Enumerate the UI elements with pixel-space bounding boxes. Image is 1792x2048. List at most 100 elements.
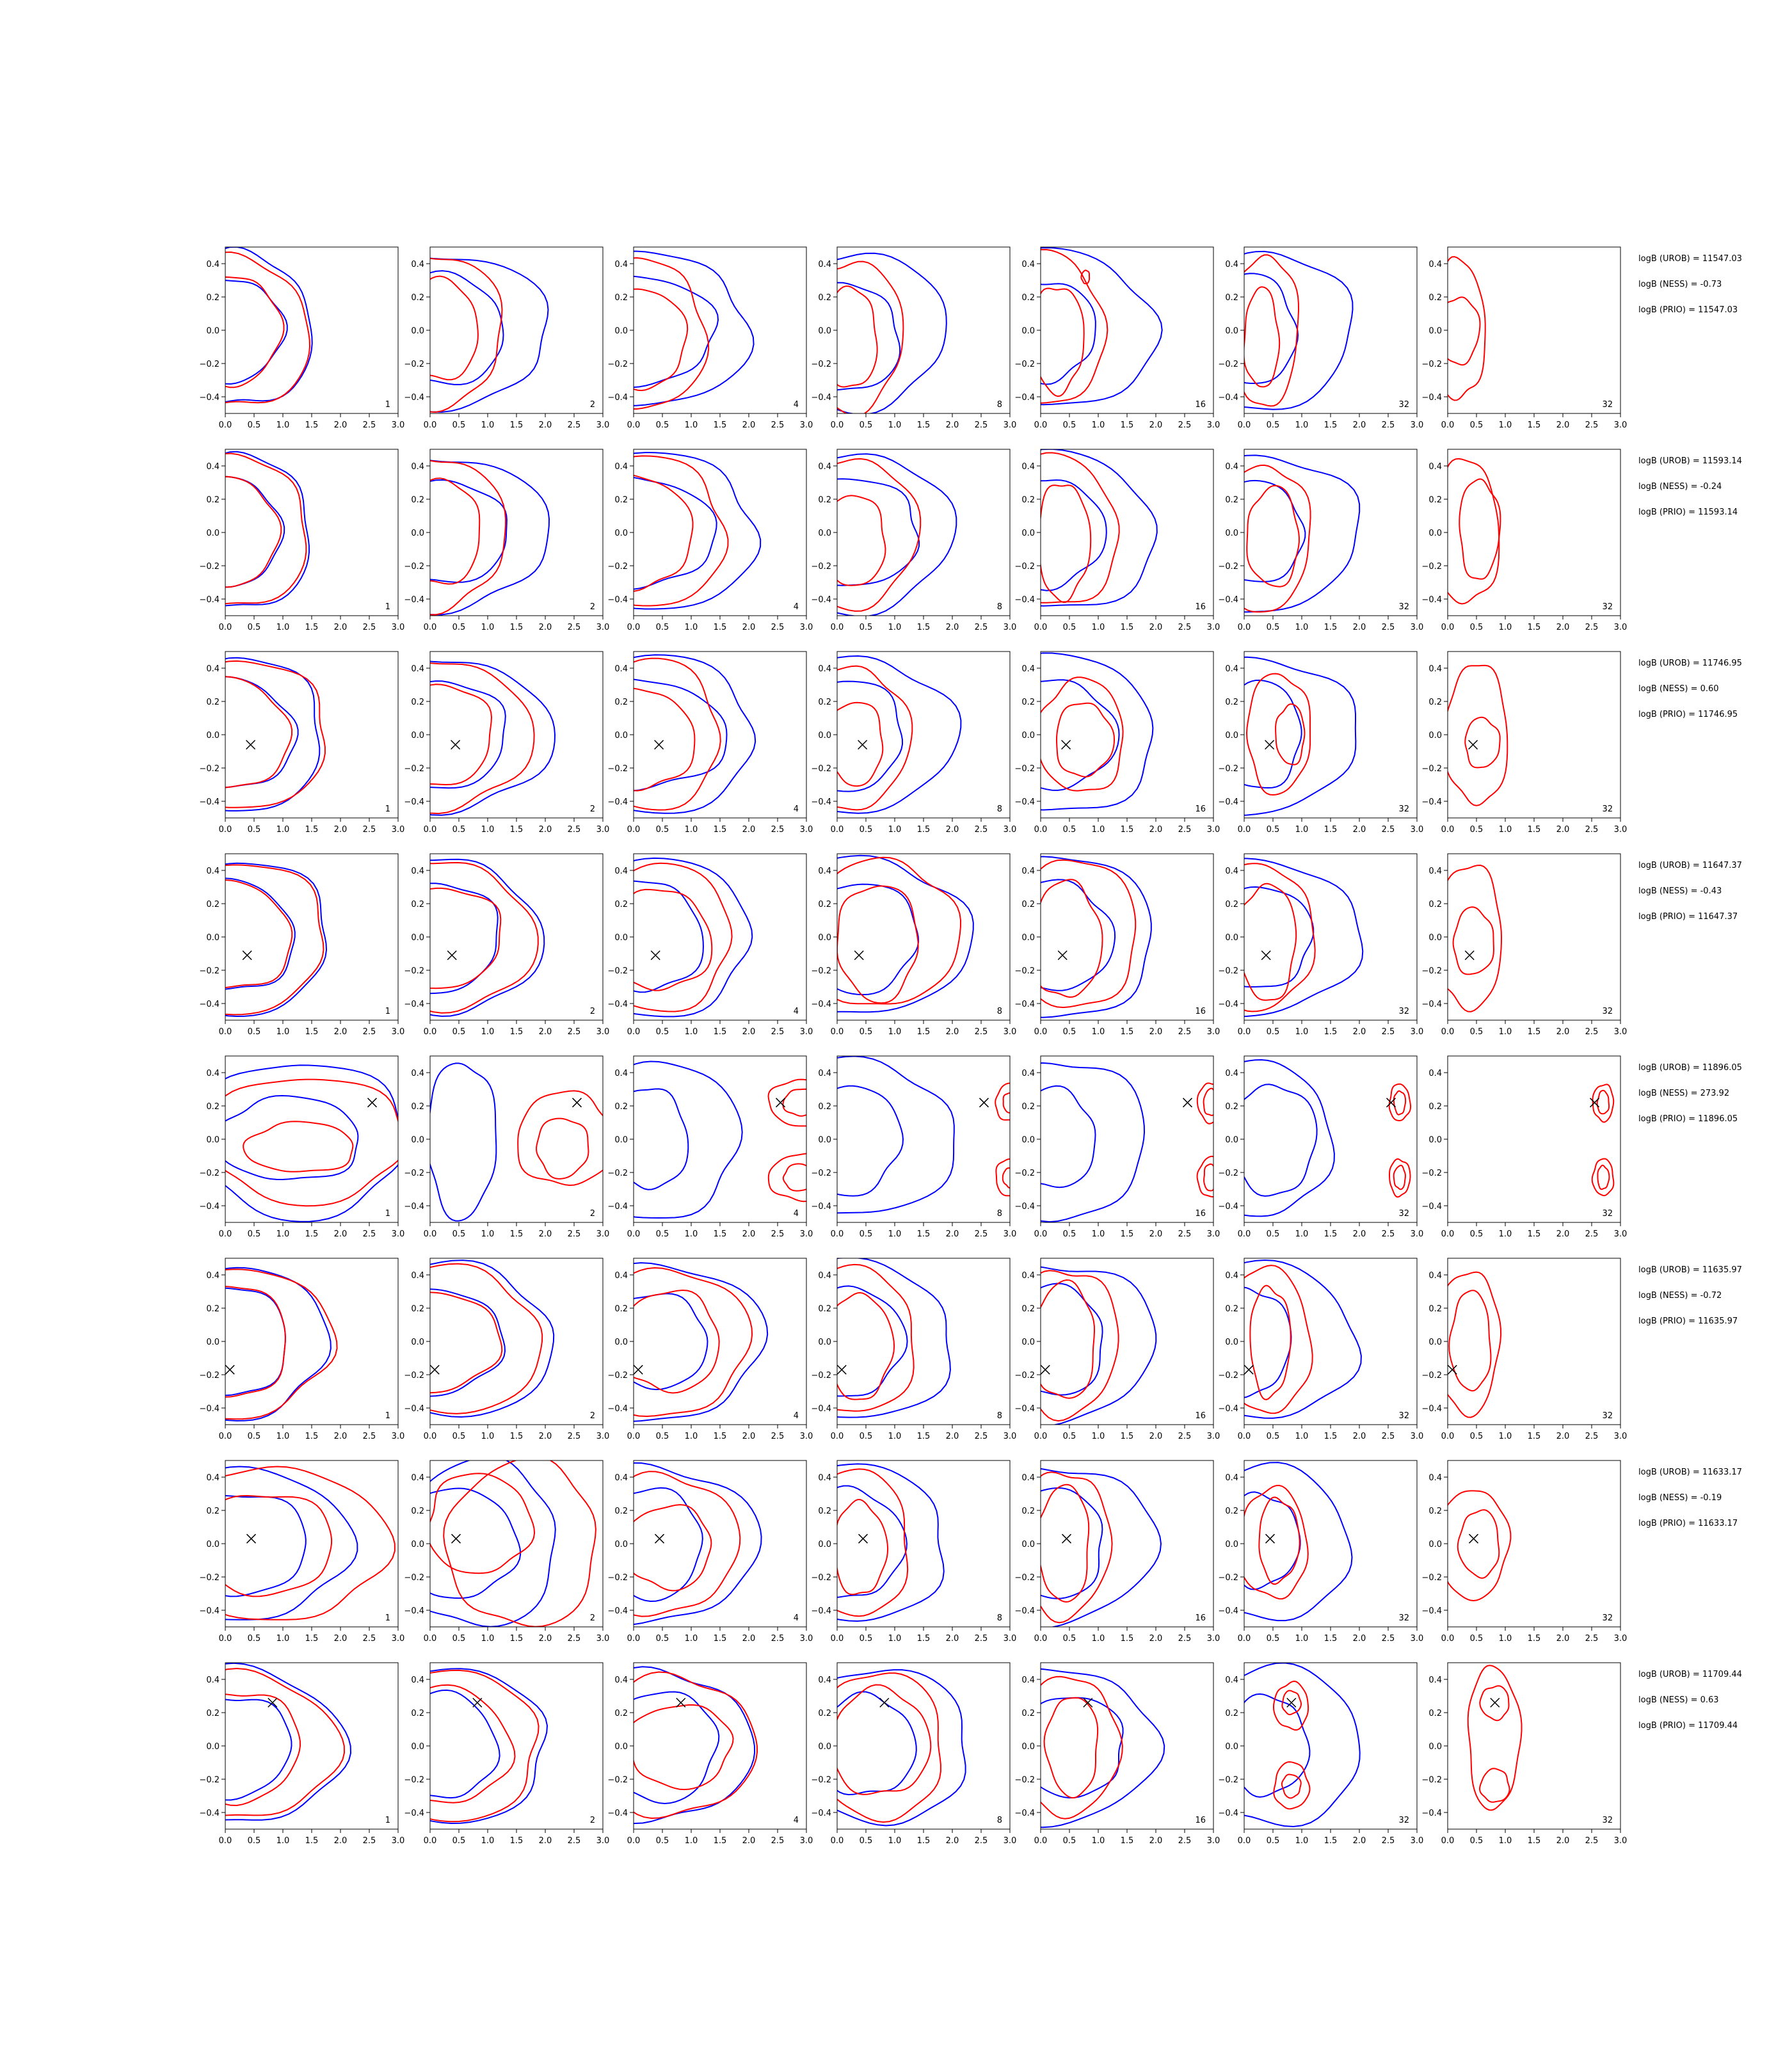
red-contour — [1275, 703, 1306, 765]
x-tick-label: 3.0 — [1411, 623, 1424, 632]
red-contour — [430, 1473, 536, 1574]
panel-r3-c1: −0.4 −0.2 0.0 0.2 0.4 0.0 0.5 1.0 1.5 2.0 2.5 3.0 1 — [199, 651, 404, 835]
red-contour — [837, 1684, 932, 1795]
x-tick-label: 1.0 — [276, 1634, 290, 1644]
panel-r8-c5: −0.4 −0.2 0.0 0.2 0.4 0.0 0.5 1.0 1.5 2.0 2.5 3.0 16 — [1014, 1662, 1220, 1846]
x-tick-label: 1.0 — [685, 623, 698, 632]
axes-frame — [836, 651, 1011, 819]
x-tick-label: 2.0 — [1149, 1432, 1163, 1441]
red-contour — [1196, 1155, 1213, 1198]
panel-label: 4 — [794, 1411, 799, 1421]
x-marker — [447, 950, 457, 961]
x-tick-label: 1.0 — [685, 1432, 698, 1441]
red-contour — [430, 1292, 503, 1394]
panel-r7-c1: −0.4 −0.2 0.0 0.2 0.4 0.0 0.5 1.0 1.5 2.0 2.5 3.0 1 — [199, 1460, 404, 1644]
red-contour — [837, 701, 884, 787]
panel-r3-c3: −0.4 −0.2 0.0 0.2 0.4 0.0 0.5 1.0 1.5 2.0 2.5 3.0 4 — [607, 651, 813, 835]
panel-r4-c2: −0.4 −0.2 0.0 0.2 0.4 0.0 0.5 1.0 1.5 2.0 2.5 3.0 2 — [404, 853, 609, 1037]
blue-contour — [837, 1056, 955, 1214]
x-tick-label: 0.0 — [1441, 1432, 1455, 1441]
y-tick-label: 0.4 — [818, 867, 831, 876]
x-tick-label: 3.0 — [800, 825, 813, 835]
y-tick-label: −0.4 — [1014, 1404, 1035, 1414]
x-tick-label: 3.0 — [1411, 420, 1424, 430]
y-tick-label: 0.2 — [614, 1102, 628, 1112]
red-contour — [225, 476, 282, 588]
x-tick-label: 3.0 — [1207, 420, 1220, 430]
x-tick-label: 0.5 — [1470, 420, 1484, 430]
x-tick-label: 1.0 — [276, 1836, 290, 1846]
panel-r1-c4: −0.4 −0.2 0.0 0.2 0.4 0.0 0.5 1.0 1.5 2.0 2.5 3.08 — [811, 246, 1016, 430]
y-tick-label: 0.2 — [1021, 293, 1035, 303]
x-tick-label: 1.0 — [888, 623, 902, 632]
y-tick-label: 0.2 — [1225, 293, 1238, 303]
panel-label: 1 — [385, 1209, 390, 1219]
red-contour — [995, 1082, 1010, 1121]
y-tick-label: −0.4 — [1218, 1000, 1238, 1009]
blue-contour — [1244, 1491, 1301, 1590]
y-tick-label: −0.2 — [199, 1573, 220, 1583]
x-tick-label: 0.5 — [452, 825, 466, 835]
panel-label: 16 — [1195, 804, 1206, 814]
blue-contour — [430, 479, 508, 583]
axes-frame — [1447, 1055, 1621, 1223]
logb-annotation: logB (PRIO) = 11896.05 — [1638, 1114, 1738, 1124]
x-tick-label: 2.0 — [1556, 1836, 1570, 1846]
y-tick-label: 0.2 — [1428, 293, 1442, 303]
x-tick-label: 3.0 — [392, 623, 405, 632]
x-tick-label: 1.5 — [917, 1432, 931, 1441]
x-tick-label: 3.0 — [1614, 420, 1628, 430]
y-tick-label: 0.2 — [1428, 1507, 1442, 1516]
blue-contour — [837, 282, 901, 391]
panel-label: 2 — [590, 1007, 595, 1016]
axes-frame — [1447, 1662, 1621, 1830]
x-tick-label: 1.0 — [276, 623, 290, 632]
y-tick-label: 0.4 — [1225, 1271, 1238, 1281]
y-tick-label: −0.4 — [1014, 393, 1035, 403]
x-tick-label: 1.0 — [1295, 1229, 1309, 1239]
y-tick-label: 0.2 — [206, 698, 220, 707]
blue-contour — [1244, 679, 1302, 789]
blue-contour — [1244, 656, 1357, 816]
x-tick-label: 1.5 — [305, 1836, 319, 1846]
red-contour — [225, 1078, 398, 1207]
x-tick-label: 2.0 — [742, 623, 756, 632]
red-contour — [1246, 484, 1300, 588]
x-tick-label: 1.5 — [305, 1027, 319, 1037]
axes-frame — [429, 1258, 604, 1425]
x-tick-label: 3.0 — [1207, 825, 1220, 835]
y-tick-label: 0.0 — [1225, 1540, 1238, 1549]
y-tick-label: 0.2 — [614, 1304, 628, 1314]
y-tick-label: −0.2 — [199, 360, 220, 369]
x-tick-label: 1.5 — [714, 1229, 727, 1239]
red-contour — [1457, 1509, 1500, 1579]
x-tick-label: 0.0 — [1238, 1229, 1251, 1239]
x-tick-label: 1.5 — [1324, 1634, 1338, 1644]
x-tick-label: 2.0 — [1556, 623, 1570, 632]
x-tick-label: 1.0 — [1295, 1836, 1309, 1846]
x-tick-label: 0.0 — [219, 1432, 232, 1441]
axes-frame — [1040, 449, 1214, 616]
x-tick-label: 2.0 — [1556, 825, 1570, 835]
x-tick-label: 3.0 — [596, 825, 610, 835]
x-tick-label: 2.5 — [771, 1836, 785, 1846]
x-tick-label: 0.0 — [1034, 825, 1048, 835]
blue-contour — [837, 655, 962, 814]
y-tick-label: 0.0 — [1225, 731, 1238, 740]
x-tick-label: 0.5 — [1267, 420, 1280, 430]
x-tick-label: 2.5 — [1178, 623, 1192, 632]
red-contour — [837, 458, 922, 612]
y-tick-label: 0.2 — [1428, 1102, 1442, 1112]
red-contour — [1244, 1265, 1313, 1414]
y-tick-label: −0.4 — [607, 797, 628, 807]
blue-contour — [634, 678, 728, 792]
red-contour — [430, 477, 481, 585]
x-marker — [1468, 740, 1478, 750]
x-tick-label: 1.5 — [510, 1836, 524, 1846]
x-tick-label: 1.5 — [917, 1634, 931, 1644]
x-tick-label: 1.0 — [685, 1027, 698, 1037]
x-tick-label: 1.0 — [685, 1634, 698, 1644]
panel-r4-c3: −0.4 −0.2 0.0 0.2 0.4 0.0 0.5 1.0 1.5 2.0 2.5 3.0 4 — [607, 853, 813, 1037]
red-contour — [430, 1263, 543, 1414]
y-tick-label: 0.0 — [818, 1135, 831, 1145]
